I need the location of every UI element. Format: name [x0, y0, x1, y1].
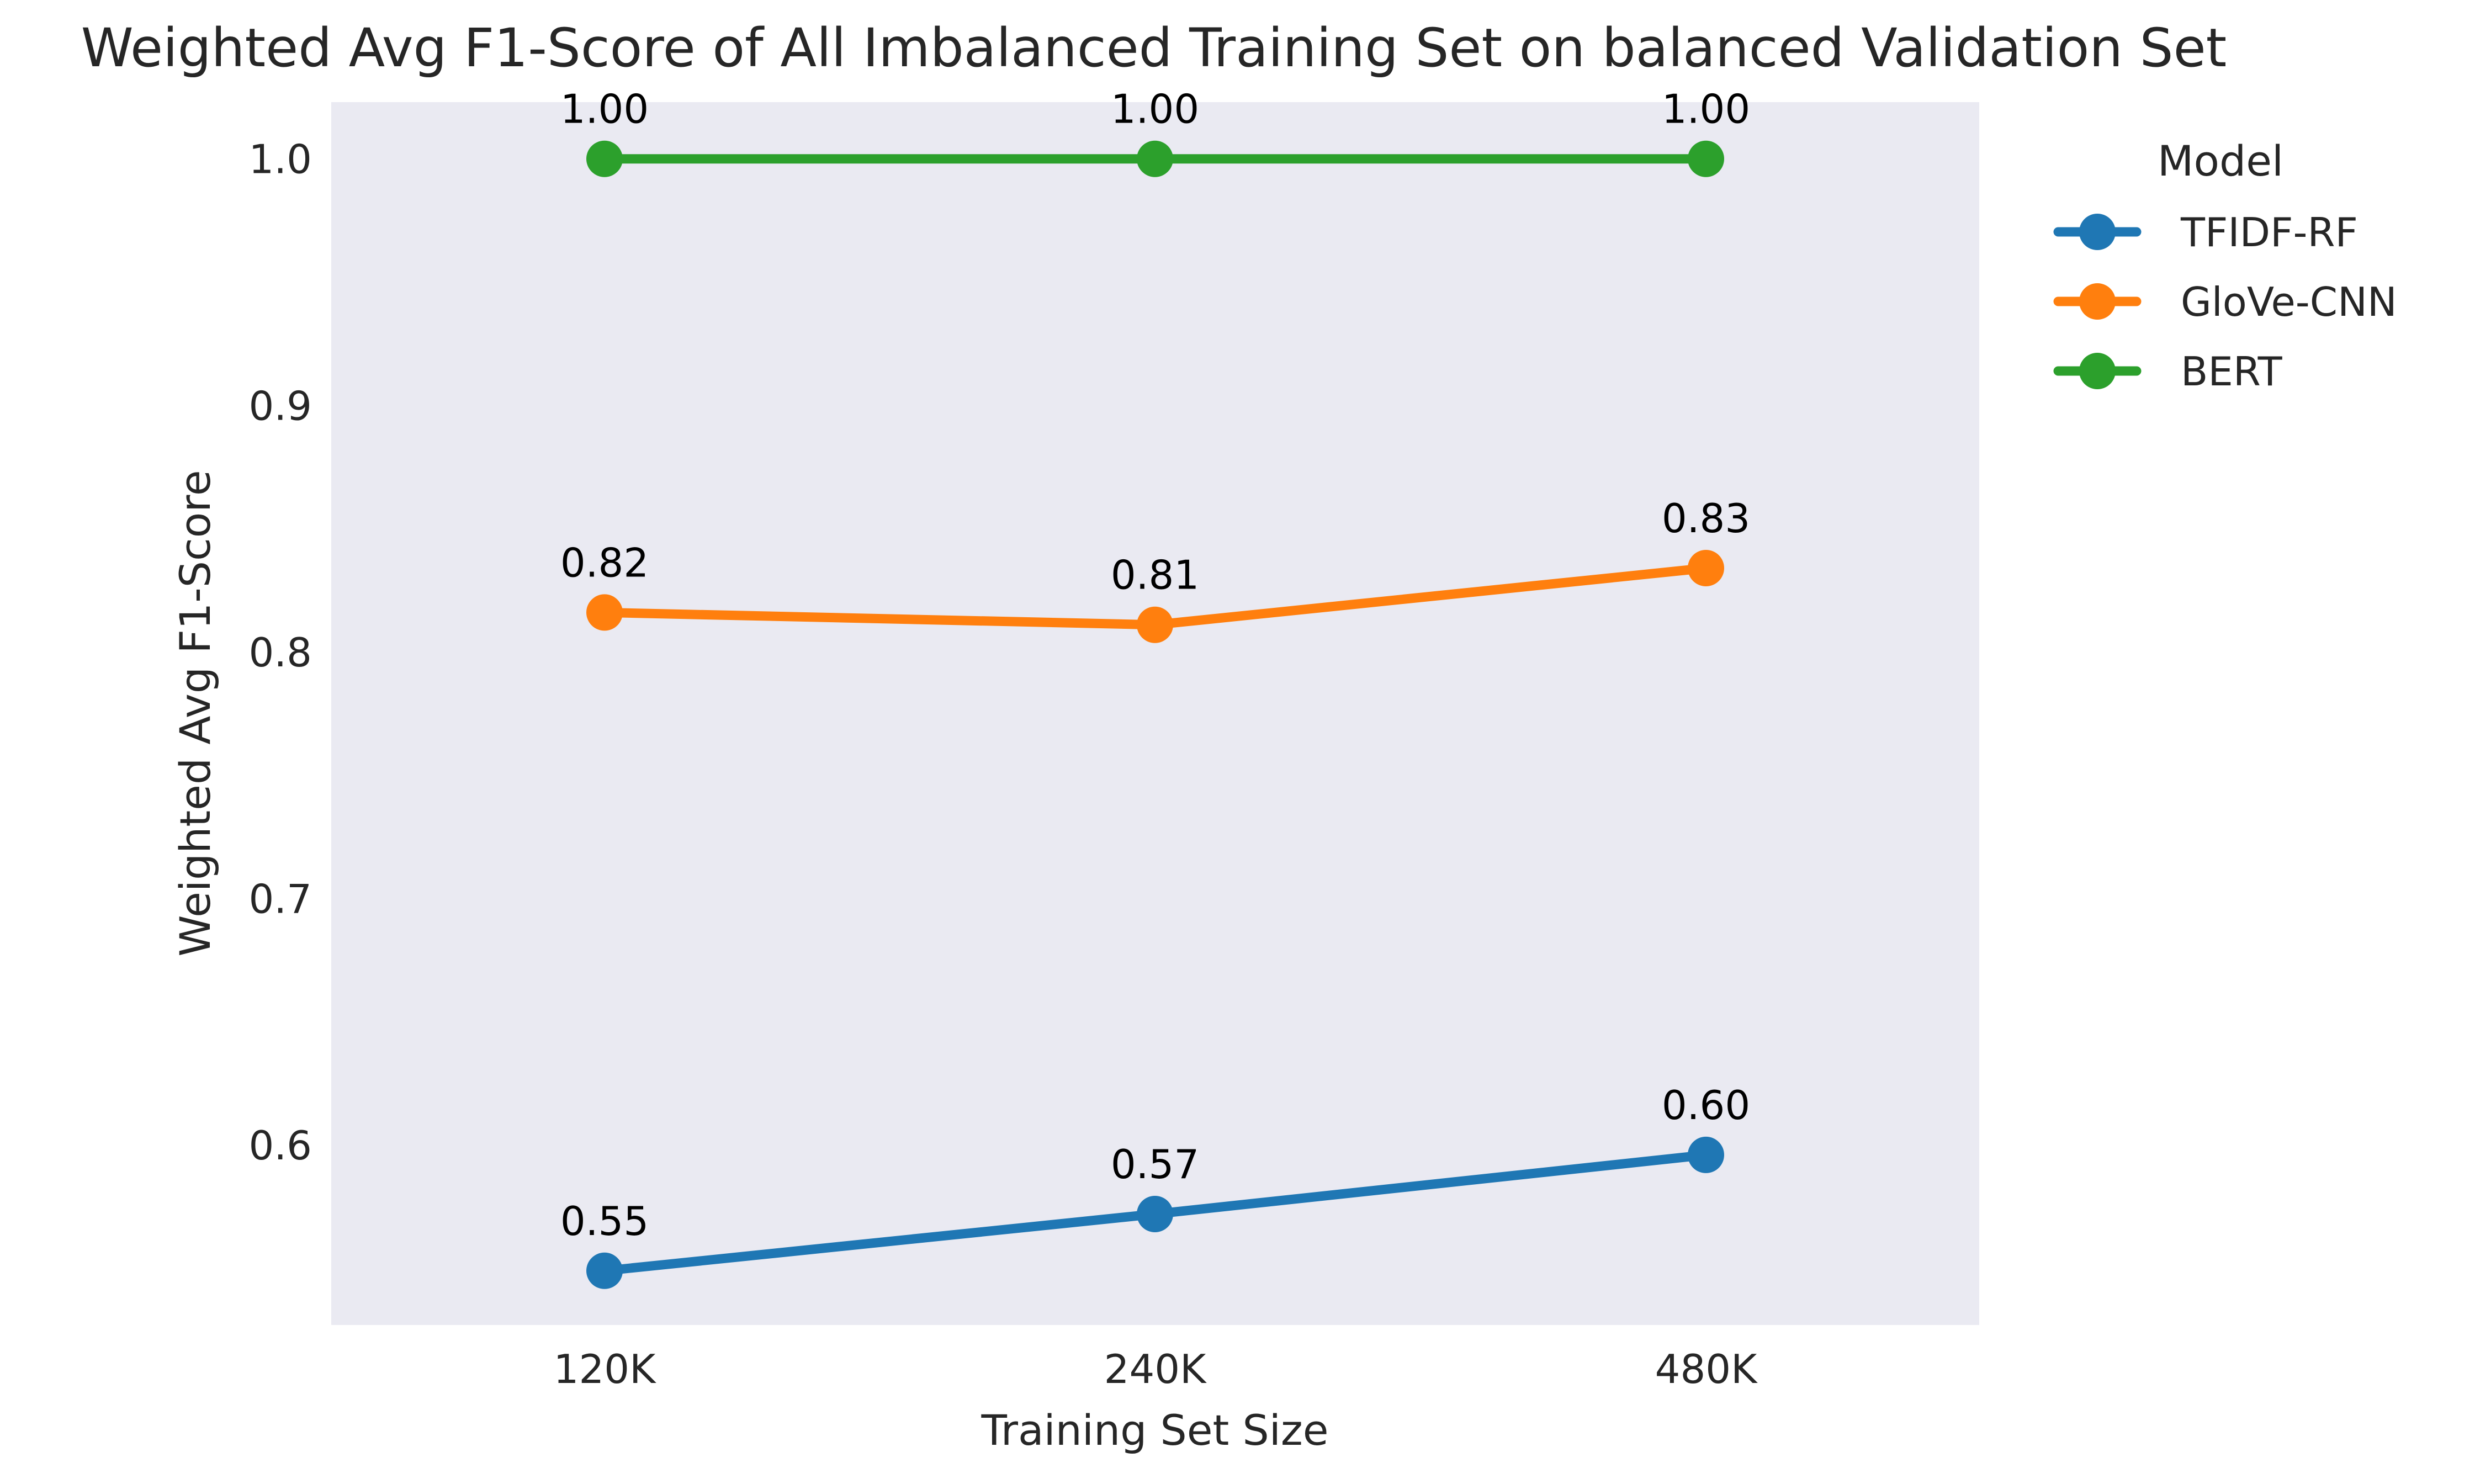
data-label: 0.60	[1662, 1082, 1750, 1128]
legend-label: GloVe-CNN	[2181, 279, 2397, 325]
data-label: 0.83	[1662, 495, 1750, 542]
x-tick-label: 480K	[1655, 1346, 1758, 1392]
legend-label: BERT	[2181, 348, 2283, 395]
data-point	[586, 594, 623, 631]
y-axis: 0.6 0.7 0.8 0.9 1.0	[248, 136, 312, 1169]
data-point	[1137, 1196, 1173, 1232]
data-point	[1137, 606, 1173, 643]
series-layer	[586, 140, 1724, 1289]
y-tick-label: 0.7	[248, 876, 312, 922]
plot-area	[331, 102, 1979, 1325]
y-tick-label: 0.9	[248, 383, 312, 429]
data-label: 1.00	[1662, 86, 1750, 132]
data-point	[1137, 140, 1173, 177]
legend-title: Model	[2158, 136, 2283, 186]
data-point	[1688, 140, 1724, 177]
y-tick-label: 0.6	[248, 1122, 312, 1169]
series-bert	[586, 140, 1724, 177]
data-label: 0.55	[560, 1198, 649, 1244]
y-tick-label: 1.0	[248, 136, 312, 183]
data-label: 0.57	[1111, 1141, 1199, 1188]
series-glove-cnn	[586, 550, 1724, 643]
data-point	[1688, 1136, 1724, 1173]
data-point	[1688, 550, 1724, 586]
series-tfidf-rf	[586, 1136, 1724, 1289]
x-tick-label: 120K	[554, 1346, 656, 1392]
legend-items: TFIDF-RF GloVe-CNN BERT	[2053, 209, 2397, 395]
data-label: 1.00	[1111, 86, 1199, 132]
data-label: 0.81	[1111, 552, 1199, 598]
y-tick-label: 0.8	[248, 629, 312, 676]
legend-item: BERT	[2053, 348, 2283, 395]
legend-label: TFIDF-RF	[2180, 209, 2358, 256]
legend-item: TFIDF-RF	[2053, 209, 2358, 256]
x-axis-label: Training Set Size	[981, 1406, 1328, 1455]
x-tick-label: 240K	[1104, 1346, 1207, 1392]
x-axis: 120K 240K 480K	[554, 1346, 1758, 1392]
legend-item: GloVe-CNN	[2053, 279, 2397, 325]
legend-marker	[2079, 353, 2116, 389]
data-label: 1.00	[560, 86, 649, 132]
data-point	[586, 1252, 623, 1289]
legend-marker	[2079, 283, 2116, 320]
chart-title: Weighted Avg F1-Score of All Imbalanced …	[81, 17, 2227, 79]
data-labels: 0.55 0.57 0.60 0.82 0.81 0.83 1.00 1.00 1.00	[560, 86, 1750, 1244]
data-point	[586, 140, 623, 177]
legend: Model TFIDF-RF GloVe-CNN BERT	[2053, 136, 2397, 395]
legend-marker	[2079, 214, 2116, 250]
y-axis-label: Weighted Avg F1-Score	[171, 470, 220, 956]
data-label: 0.82	[560, 539, 649, 586]
